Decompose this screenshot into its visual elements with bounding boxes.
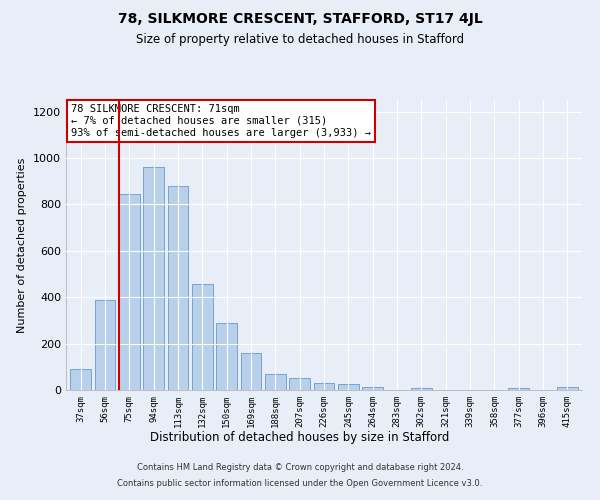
Bar: [216, 322, 237, 390]
Bar: [411, 388, 432, 390]
Bar: [241, 353, 262, 390]
Text: 78, SILKMORE CRESCENT, STAFFORD, ST17 4JL: 78, SILKMORE CRESCENT, STAFFORD, ST17 4J…: [118, 12, 482, 26]
Bar: [143, 168, 164, 390]
Bar: [167, 186, 188, 390]
Bar: [265, 374, 286, 390]
Bar: [338, 384, 359, 390]
Text: Size of property relative to detached houses in Stafford: Size of property relative to detached ho…: [136, 32, 464, 46]
Bar: [362, 386, 383, 390]
Bar: [192, 284, 212, 390]
Text: 78 SILKMORE CRESCENT: 71sqm
← 7% of detached houses are smaller (315)
93% of sem: 78 SILKMORE CRESCENT: 71sqm ← 7% of deta…: [71, 104, 371, 138]
Text: Contains public sector information licensed under the Open Government Licence v3: Contains public sector information licen…: [118, 478, 482, 488]
Text: Contains HM Land Registry data © Crown copyright and database right 2024.: Contains HM Land Registry data © Crown c…: [137, 464, 463, 472]
Text: Distribution of detached houses by size in Stafford: Distribution of detached houses by size …: [151, 431, 449, 444]
Bar: [95, 300, 115, 390]
Bar: [289, 378, 310, 390]
Y-axis label: Number of detached properties: Number of detached properties: [17, 158, 28, 332]
Bar: [557, 386, 578, 390]
Bar: [508, 388, 529, 390]
Bar: [119, 194, 140, 390]
Bar: [314, 383, 334, 390]
Bar: [70, 369, 91, 390]
